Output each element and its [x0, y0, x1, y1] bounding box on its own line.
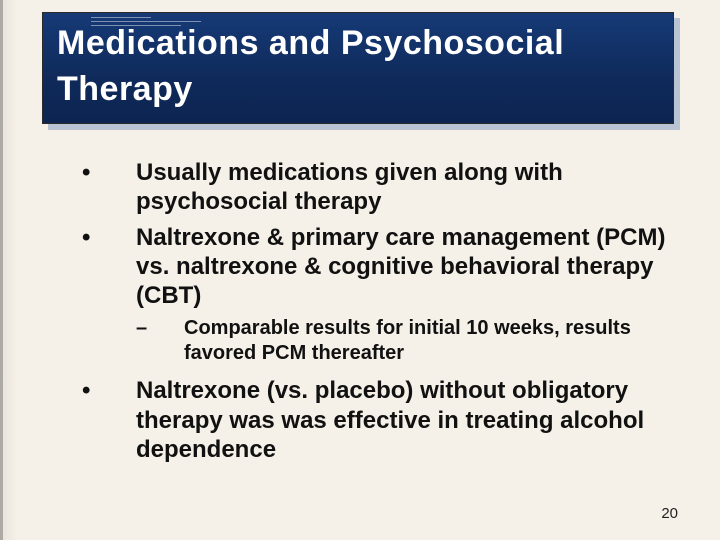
bullet-item: • Usually medications given along with p… — [78, 158, 686, 217]
title-rect: Medications and Psychosocial Therapy — [42, 12, 674, 124]
bullet-mark-icon: • — [78, 223, 136, 311]
bullet-item: • Naltrexone (vs. placebo) without oblig… — [78, 376, 686, 464]
bullet-text: Naltrexone (vs. placebo) without obligat… — [136, 376, 686, 464]
bullet-mark-icon: • — [78, 376, 136, 464]
bullet-item: • Naltrexone & primary care management (… — [78, 223, 686, 311]
bullet-mark-icon: • — [78, 158, 136, 217]
slide: Medications and Psychosocial Therapy • U… — [0, 0, 720, 540]
dash-mark-icon: – — [136, 316, 184, 366]
bullet-text: Usually medications given along with psy… — [136, 158, 686, 217]
paper-edge — [0, 0, 18, 540]
bullet-text: Naltrexone & primary care management (PC… — [136, 223, 686, 311]
slide-title: Medications and Psychosocial Therapy — [57, 21, 659, 113]
body-area: • Usually medications given along with p… — [78, 158, 686, 470]
sub-bullet-item: – Comparable results for initial 10 week… — [78, 316, 686, 366]
title-block: Medications and Psychosocial Therapy — [42, 12, 680, 130]
sub-bullet-text: Comparable results for initial 10 weeks,… — [184, 316, 686, 366]
page-number: 20 — [661, 505, 678, 522]
